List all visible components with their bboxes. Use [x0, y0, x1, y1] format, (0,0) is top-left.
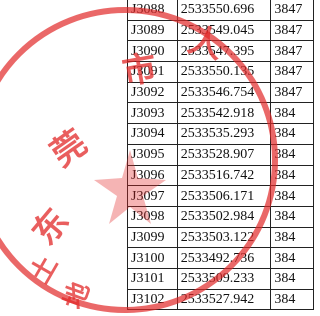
point-id: J3091 [128, 62, 178, 83]
stamp-char: 莞 [44, 123, 95, 175]
point-id: J3102 [128, 289, 178, 310]
point-id: J3092 [128, 82, 178, 103]
stamp-char: 东 [25, 201, 77, 253]
page: {"table": {"rows": [ ["J3088", "2533550.… [0, 0, 314, 316]
coordinate: 2533547.395 [177, 41, 271, 62]
coordinate: 384 [271, 289, 314, 310]
coordinate: 3847 [271, 82, 314, 103]
coordinate: 3847 [271, 20, 314, 41]
point-id: J3097 [128, 186, 178, 207]
coordinate: 2533550.696 [177, 0, 271, 20]
coordinate: 2533550.135 [177, 62, 271, 83]
point-id: J3089 [128, 20, 178, 41]
point-id: J3100 [128, 248, 178, 269]
coordinate: 2533528.907 [177, 144, 271, 165]
coordinate: 2533502.984 [177, 206, 271, 227]
coordinate: 384 [271, 144, 314, 165]
coordinate: 2533509.233 [177, 268, 271, 289]
coordinate: 2533535.293 [177, 124, 271, 145]
coordinate: 2533516.742 [177, 165, 271, 186]
coordinate: 384 [271, 165, 314, 186]
point-id: J3093 [128, 103, 178, 124]
stamp-char: 地 [59, 278, 96, 313]
coordinate: 2533492.736 [177, 248, 271, 269]
stamp-char: 土 [25, 251, 64, 289]
coordinate: 2533503.122 [177, 227, 271, 248]
coordinate: 384 [271, 103, 314, 124]
coordinate: 2533506.171 [177, 186, 271, 207]
coordinate: 384 [271, 186, 314, 207]
coordinate: 2533546.754 [177, 82, 271, 103]
point-id: J3095 [128, 144, 178, 165]
point-id: J3090 [128, 41, 178, 62]
coordinate: 3847 [271, 62, 314, 83]
coordinate: 2533549.045 [177, 20, 271, 41]
point-id: J3099 [128, 227, 178, 248]
point-id: J3098 [128, 206, 178, 227]
point-id: J3094 [128, 124, 178, 145]
coordinate: 384 [271, 227, 314, 248]
coordinate: 384 [271, 248, 314, 269]
coordinate: 2533542.918 [177, 103, 271, 124]
coordinate: 384 [271, 206, 314, 227]
point-id: J3101 [128, 268, 178, 289]
coordinate: 384 [271, 124, 314, 145]
point-id: J3096 [128, 165, 178, 186]
coordinate: 3847 [271, 41, 314, 62]
point-id: J3088 [128, 0, 178, 20]
coordinate: 2533527.942 [177, 289, 271, 310]
coordinate: 384 [271, 268, 314, 289]
coordinate: 3847 [271, 0, 314, 20]
